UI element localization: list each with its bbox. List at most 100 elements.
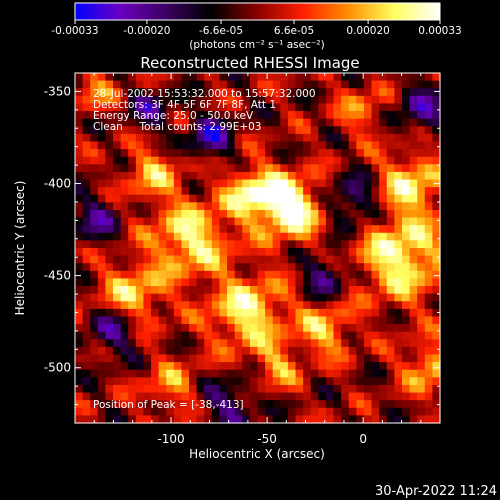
heatmap-cell [333, 384, 342, 394]
heatmap-cell [105, 141, 114, 150]
heatmap-cell [249, 362, 259, 371]
heatmap-cell [113, 301, 122, 310]
heatmap-cell [158, 209, 167, 219]
heatmap-cell [151, 331, 160, 340]
heatmap-cell [432, 118, 441, 127]
heatmap-cell [204, 141, 213, 150]
heatmap-cell [173, 400, 183, 409]
heatmap-cell [158, 293, 167, 302]
heatmap-cell [196, 293, 205, 302]
heatmap-cell [280, 316, 289, 325]
heatmap-cell [166, 209, 175, 219]
heatmap-cell [97, 324, 107, 333]
heatmap-cell [158, 126, 167, 135]
heatmap-cell [158, 369, 167, 378]
heatmap-cell [363, 171, 373, 181]
heatmap-cell [371, 331, 380, 340]
heatmap-cell [394, 392, 403, 401]
heatmap-cell [97, 126, 107, 135]
heatmap-cell [82, 384, 91, 394]
heatmap-cell [333, 217, 342, 226]
heatmap-cell [356, 202, 365, 211]
heatmap-cell [341, 255, 350, 264]
heatmap-cell [363, 369, 373, 378]
heatmap-cell [234, 194, 243, 203]
heatmap-cell [318, 377, 327, 386]
heatmap-cell [234, 179, 243, 188]
heatmap-cell [97, 331, 107, 340]
heatmap-cell [242, 141, 251, 150]
heatmap-cell [82, 179, 91, 188]
heatmap-cell [158, 331, 167, 340]
heatmap-cell [409, 240, 418, 249]
heatmap-cell [272, 225, 281, 234]
heatmap-cell [166, 126, 175, 135]
heatmap-cell [219, 141, 228, 150]
heatmap-cell [249, 255, 259, 264]
heatmap-cell [143, 217, 152, 226]
heatmap-cell [234, 362, 243, 371]
heatmap-cell [75, 270, 84, 280]
heatmap-cell [75, 377, 84, 386]
heatmap-cell [432, 392, 441, 401]
heatmap-cell [234, 286, 243, 295]
heatmap-cell [204, 293, 213, 302]
heatmap-cell [257, 225, 266, 234]
heatmap-cell [219, 171, 228, 181]
heatmap-cell [219, 88, 228, 97]
heatmap-cell [409, 133, 418, 143]
heatmap-cell [394, 149, 403, 158]
heatmap-cell [90, 270, 99, 280]
heatmap-cell [135, 171, 145, 181]
heatmap-cell [135, 225, 145, 234]
heatmap-cell [401, 278, 411, 287]
heatmap-cell [189, 263, 198, 272]
heatmap-cell [386, 149, 395, 158]
heatmap-cell [204, 179, 213, 188]
heatmap-cell [386, 171, 395, 181]
heatmap-cell [341, 324, 350, 333]
heatmap-cell [105, 339, 114, 348]
heatmap-cell [113, 80, 122, 89]
heatmap-cell [310, 407, 319, 416]
heatmap-cell [272, 95, 281, 105]
heatmap-cell [181, 384, 190, 394]
heatmap-cell [113, 286, 122, 295]
heatmap-cell [227, 80, 236, 89]
heatmap-cell [257, 331, 266, 340]
heatmap-cell [196, 164, 205, 173]
heatmap-cell [333, 346, 342, 356]
heatmap-cell [325, 73, 335, 82]
heatmap-cell [303, 217, 312, 226]
heatmap-cell [424, 369, 433, 378]
heatmap-cell [318, 103, 327, 112]
heatmap-cell [90, 187, 99, 196]
heatmap-cell [227, 263, 236, 272]
heatmap-cell [303, 407, 312, 416]
heatmap-cell [333, 339, 342, 348]
heatmap-cell [432, 209, 441, 219]
heatmap-cell [196, 156, 205, 165]
heatmap-cell [204, 156, 213, 165]
heatmap-cell [181, 111, 190, 120]
heatmap-cell [113, 141, 122, 150]
heatmap-cell [151, 225, 160, 234]
heatmap-cell [257, 248, 266, 257]
heatmap-cell [394, 415, 403, 424]
heatmap-cell [379, 407, 388, 416]
heatmap-cell [189, 240, 198, 249]
heatmap-cell [356, 88, 365, 97]
heatmap-cell [371, 407, 380, 416]
heatmap-cell [97, 278, 107, 287]
heatmap-cell [310, 202, 319, 211]
heatmap-cell [386, 164, 395, 173]
heatmap-cell [189, 95, 198, 105]
heatmap-cell [166, 316, 175, 325]
heatmap-cell [432, 133, 441, 143]
heatmap-cell [341, 194, 350, 203]
heatmap-cell [379, 286, 388, 295]
heatmap-cell [75, 171, 84, 181]
heatmap-cell [75, 111, 84, 120]
heatmap-cell [371, 346, 380, 356]
heatmap-cell [272, 240, 281, 249]
